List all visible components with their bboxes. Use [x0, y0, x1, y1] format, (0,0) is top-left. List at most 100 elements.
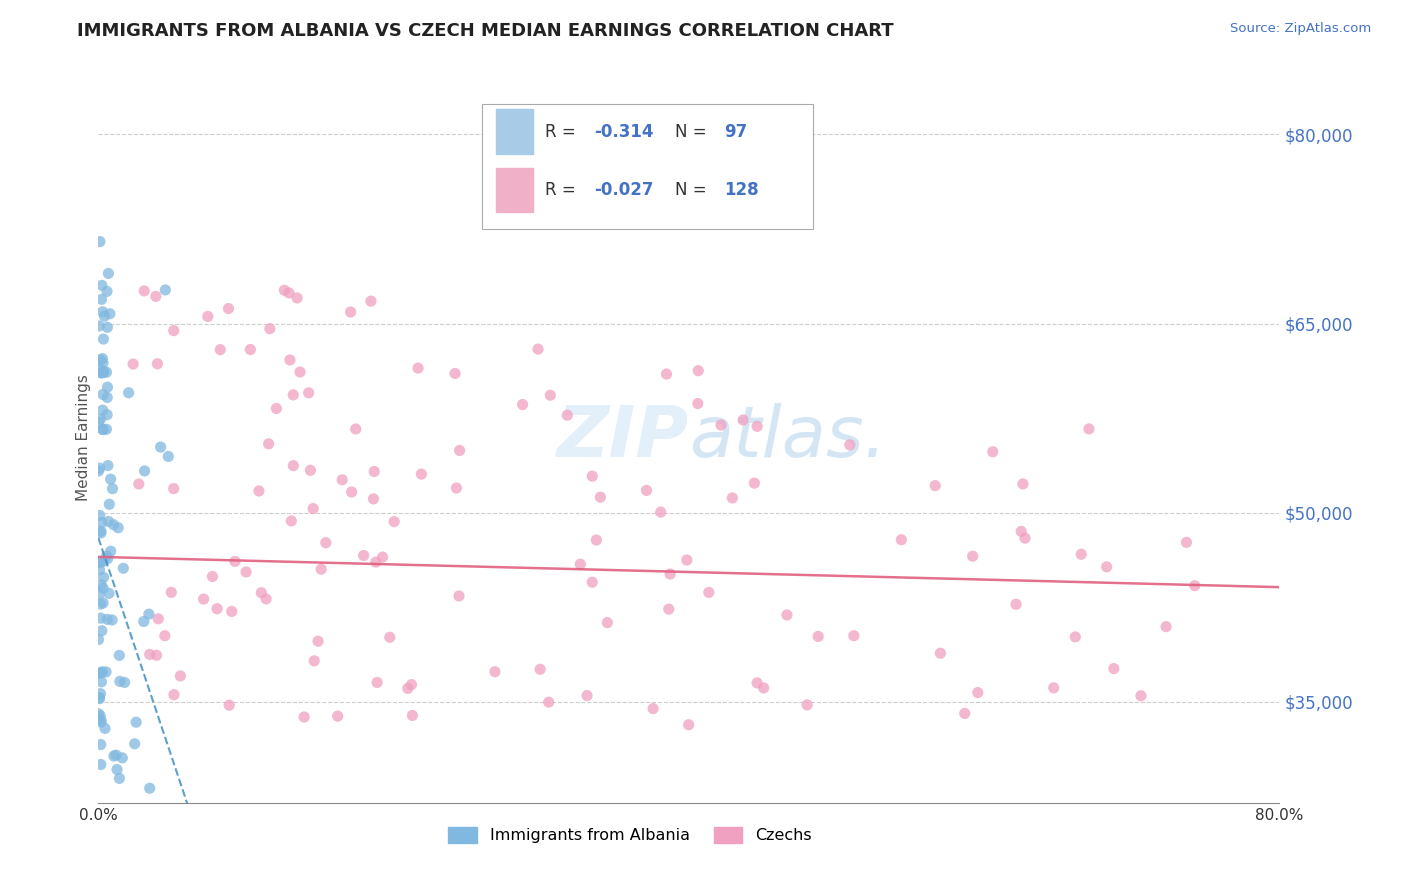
Point: [224, 554, 246, 568]
Point: [557, 408, 579, 422]
Point: [401, 677, 423, 691]
Text: N =: N =: [675, 181, 711, 200]
Point: [91, 351, 114, 366]
Point: [596, 615, 619, 630]
Point: [193, 592, 215, 607]
Point: [96, 422, 118, 436]
Point: [201, 569, 224, 583]
Point: [364, 555, 387, 569]
Point: [569, 558, 592, 572]
Point: [94, 665, 117, 679]
Point: [217, 301, 239, 316]
Point: [643, 701, 665, 715]
Point: [89, 666, 111, 681]
Point: [87, 415, 110, 429]
Point: [378, 630, 401, 644]
Point: [91, 356, 114, 370]
Point: [89, 587, 111, 601]
Point: [283, 458, 305, 473]
Point: [401, 708, 423, 723]
Point: [209, 343, 232, 357]
Point: [90, 293, 112, 307]
Point: [254, 591, 277, 606]
Point: [134, 284, 156, 298]
Point: [101, 613, 124, 627]
Point: [93, 366, 115, 380]
Point: [108, 674, 131, 689]
Point: [94, 722, 117, 736]
Point: [710, 417, 733, 432]
Text: R =: R =: [546, 181, 581, 200]
Point: [444, 367, 467, 381]
Point: [89, 563, 111, 577]
Point: [678, 717, 700, 731]
Point: [796, 698, 818, 712]
Point: [366, 675, 388, 690]
Point: [697, 585, 720, 599]
Point: [112, 561, 135, 575]
Point: [90, 666, 112, 681]
Text: ZIP: ZIP: [557, 402, 689, 472]
Point: [658, 602, 681, 616]
Point: [96, 612, 118, 626]
Point: [91, 403, 114, 417]
Point: [655, 367, 678, 381]
Point: [96, 549, 118, 563]
Point: [1012, 477, 1035, 491]
Point: [299, 463, 322, 477]
Point: [128, 477, 150, 491]
Point: [89, 353, 111, 368]
Point: [155, 283, 177, 297]
Point: [776, 607, 799, 622]
Point: [93, 309, 115, 323]
Point: [363, 465, 385, 479]
Point: [103, 517, 125, 532]
Point: [307, 634, 329, 648]
Point: [90, 366, 112, 380]
Point: [111, 751, 134, 765]
Text: -0.027: -0.027: [595, 181, 654, 200]
Point: [90, 714, 112, 729]
Point: [90, 366, 112, 380]
Point: [339, 305, 361, 319]
Point: [396, 681, 419, 696]
Point: [87, 464, 110, 478]
Point: [447, 589, 470, 603]
Point: [97, 267, 120, 281]
Point: [205, 601, 228, 615]
Point: [91, 581, 114, 595]
Point: [100, 544, 122, 558]
Point: [363, 491, 385, 506]
Point: [96, 380, 118, 394]
Point: [353, 549, 375, 563]
Point: [537, 695, 560, 709]
Text: -0.314: -0.314: [595, 123, 654, 141]
Point: [733, 413, 755, 427]
Point: [108, 772, 131, 786]
FancyBboxPatch shape: [496, 168, 533, 212]
Point: [1102, 662, 1125, 676]
Point: [96, 391, 118, 405]
Point: [1129, 689, 1152, 703]
Point: [90, 674, 112, 689]
Point: [581, 469, 603, 483]
Point: [298, 385, 321, 400]
Point: [247, 483, 270, 498]
Point: [538, 388, 561, 402]
Point: [1154, 619, 1177, 633]
Point: [340, 485, 363, 500]
Point: [90, 363, 112, 377]
Point: [239, 343, 262, 357]
Point: [91, 305, 114, 319]
Text: atlas.: atlas.: [689, 402, 887, 472]
Point: [259, 321, 281, 335]
Point: [125, 715, 148, 730]
Point: [98, 497, 121, 511]
Point: [117, 385, 139, 400]
Point: [344, 422, 367, 436]
Point: [132, 615, 155, 629]
Point: [842, 629, 865, 643]
Point: [411, 467, 433, 481]
Point: [96, 285, 118, 299]
Point: [1005, 597, 1028, 611]
